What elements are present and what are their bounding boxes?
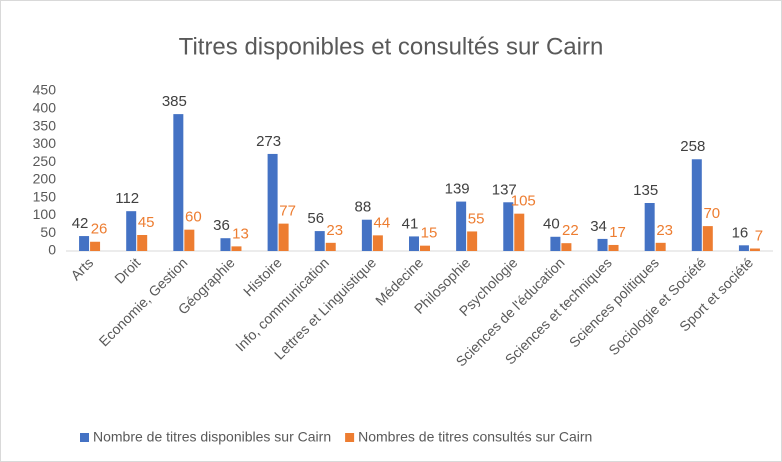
value-label: 23 (656, 222, 673, 239)
value-label: 15 (421, 225, 438, 242)
y-tick-label: 400 (33, 99, 57, 115)
bar (561, 243, 572, 251)
value-label: 112 (115, 190, 139, 207)
value-label: 70 (703, 205, 720, 222)
value-label: 16 (732, 224, 749, 241)
legend-label: Nombres de titres consultés sur Cairn (358, 429, 592, 445)
bar (314, 231, 325, 251)
value-label: 139 (445, 181, 470, 198)
bar (597, 238, 608, 251)
bar (231, 246, 242, 251)
y-tick-label: 200 (33, 171, 57, 187)
value-label: 105 (511, 193, 536, 210)
value-label: 135 (633, 182, 658, 199)
bar (409, 236, 419, 251)
value-label: 45 (138, 214, 155, 231)
value-label: 7 (755, 227, 763, 244)
value-label: 258 (680, 138, 705, 155)
bar (644, 203, 655, 251)
bar (137, 235, 148, 251)
bar (420, 245, 430, 251)
value-label: 34 (590, 218, 607, 235)
bar (514, 213, 525, 251)
value-label: 40 (543, 216, 560, 233)
bar (220, 238, 231, 251)
value-label: 60 (185, 209, 202, 226)
bar (738, 245, 749, 251)
legend-swatch (345, 433, 355, 442)
value-label: 42 (72, 215, 89, 232)
y-tick-label: 0 (48, 242, 56, 258)
legend-swatch (80, 433, 89, 442)
bar (456, 201, 467, 251)
value-label: 137 (492, 181, 517, 198)
value-label: 273 (256, 133, 281, 150)
value-label: 56 (307, 210, 324, 227)
y-tick-label: 350 (33, 117, 57, 133)
y-tick-label: 450 (33, 82, 57, 98)
value-label: 36 (213, 217, 230, 234)
y-tick-label: 100 (33, 206, 57, 222)
y-tick-label: 50 (40, 224, 56, 240)
bar (467, 231, 478, 251)
chart-title: Titres disponibles et consultés sur Cair… (179, 33, 604, 60)
value-label: 41 (402, 215, 419, 232)
y-tick-label: 150 (33, 188, 57, 204)
value-label: 77 (279, 203, 296, 220)
bar (691, 159, 702, 251)
value-label: 88 (355, 199, 372, 216)
bar (655, 242, 666, 251)
bar (278, 223, 289, 251)
value-label: 26 (91, 221, 108, 238)
bar (325, 242, 336, 251)
bar (361, 219, 372, 251)
value-label: 23 (326, 222, 343, 239)
value-label: 13 (232, 225, 249, 242)
bar (79, 236, 90, 251)
legend-label: Nombre de titres disponibles sur Cairn (93, 429, 331, 445)
bar (267, 153, 278, 251)
bar (608, 244, 619, 251)
bar (503, 202, 514, 251)
y-tick-label: 250 (33, 153, 57, 169)
value-label: 22 (562, 222, 579, 239)
bar (372, 235, 383, 251)
bar (184, 229, 195, 251)
value-label: 17 (609, 224, 626, 241)
bar (702, 226, 713, 251)
bar (126, 211, 137, 251)
value-label: 44 (374, 214, 391, 231)
bar (173, 114, 184, 251)
value-label: 385 (162, 93, 187, 110)
value-label: 55 (468, 210, 485, 227)
y-tick-label: 300 (33, 135, 57, 151)
bar (749, 248, 760, 251)
bar (90, 241, 101, 251)
bar (550, 236, 561, 251)
